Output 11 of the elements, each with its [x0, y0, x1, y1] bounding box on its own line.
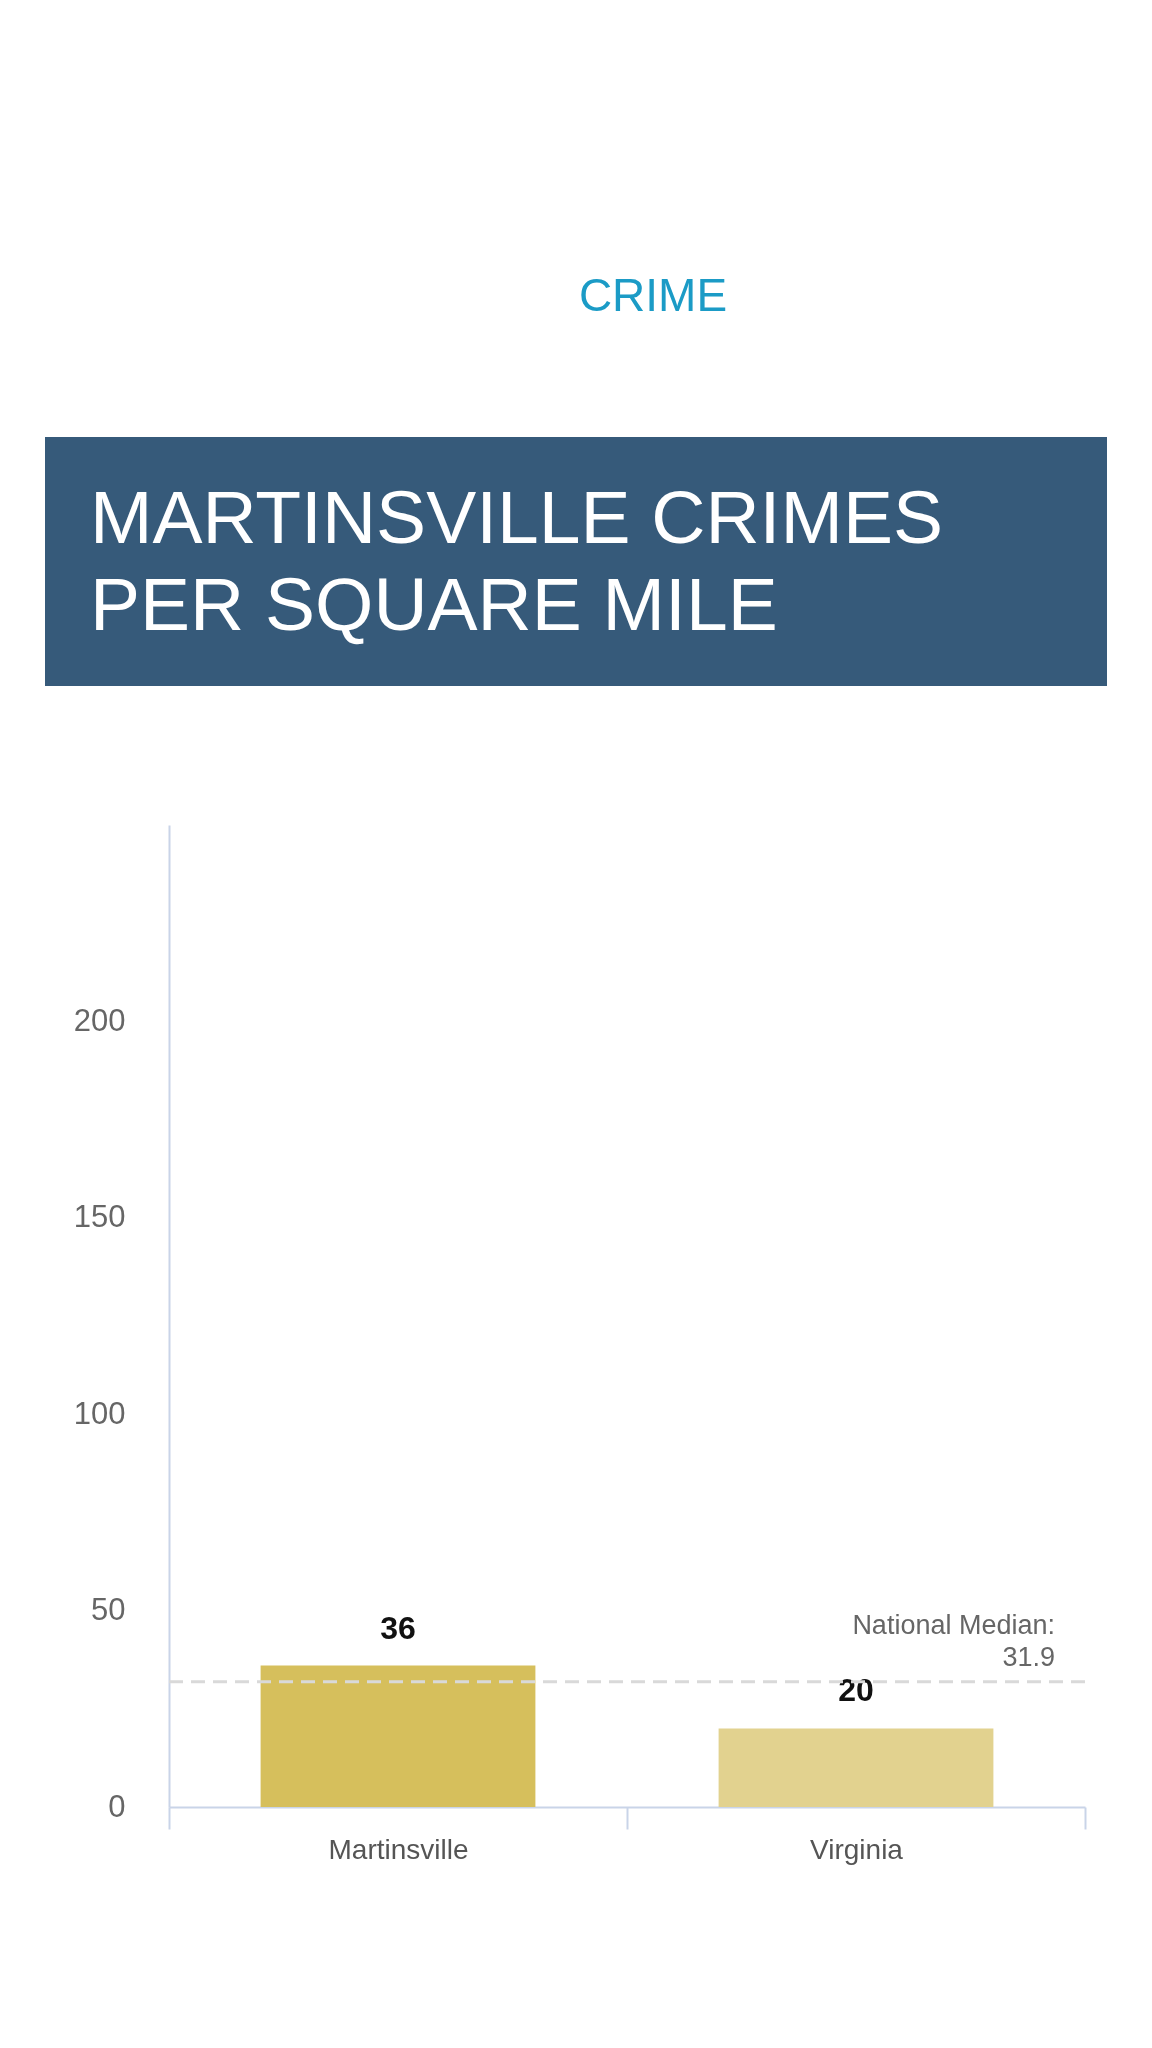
y-tick-label: 200	[73, 1002, 126, 1038]
ref-line-label: National Median: 31.9	[852, 1609, 1055, 1672]
y-tick-label: 0	[108, 1788, 126, 1824]
data-label: 36	[380, 1609, 416, 1646]
y-tick-label: 150	[73, 1199, 126, 1235]
x-tick-label: Virginia	[810, 1833, 904, 1865]
x-tick-label: Martinsville	[328, 1833, 469, 1865]
text: CRIME	[578, 269, 728, 321]
chart-title: MARTINSVILLE CRIMES PER SQUARE MILE	[90, 475, 943, 646]
y-tick-label: 100	[73, 1395, 126, 1431]
y-tick-label: 50	[91, 1592, 126, 1628]
